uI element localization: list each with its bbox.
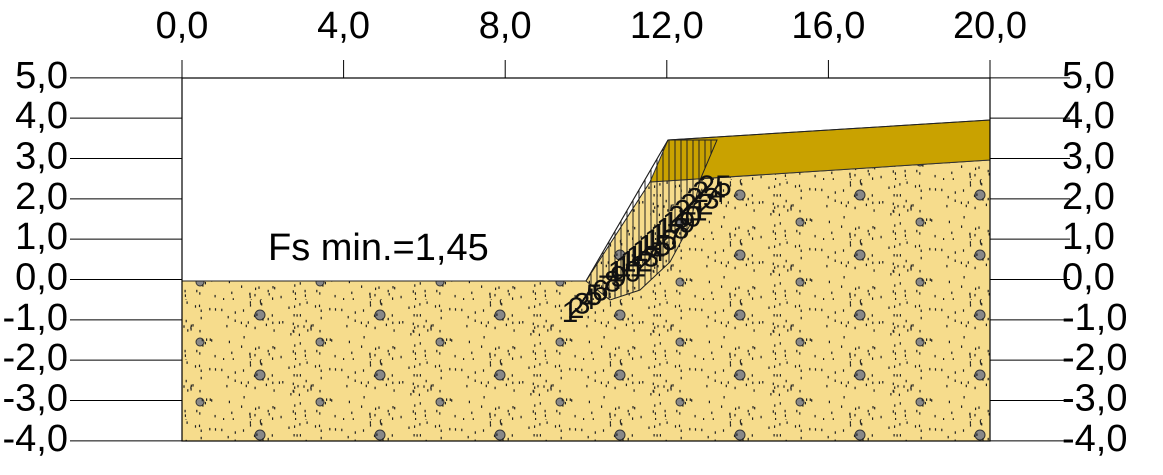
slice-label: 2 [568,292,585,325]
slice-label: 17 [650,218,683,251]
slice-label: 19 [662,207,695,240]
ground [181,119,991,442]
slice-label: 13 [626,240,659,273]
y-tick-label-right: -4,0 [1062,418,1127,460]
y-tick-label-right: 4,0 [1062,95,1115,137]
annotation: Fs min.=1,45 [268,227,489,269]
slice-label: 20 [668,201,701,234]
slice-label: 4 [580,283,597,316]
slice-label: 23 [686,182,719,215]
y-tick-label-right: -2,0 [1062,337,1127,379]
slice-labels: 2524232221201918171615141312111098765432… [562,170,732,329]
y-tick-label-right: 0,0 [1062,257,1115,299]
slice-label: 10 [608,256,641,289]
slice-label: 14 [632,235,665,268]
y-tick-label-left: -2,0 [3,337,68,379]
y-tick-label-left: 5,0 [15,55,68,97]
slice-label: 24 [692,176,725,209]
slice-label: 22 [680,188,713,221]
slice-label: 6 [592,274,609,307]
y-tick-label-left: 1,0 [15,216,68,258]
x-tick-label: 4,0 [317,5,370,47]
x-tick-label: 20,0 [953,5,1027,47]
y-tick-label-left: -1,0 [3,297,68,339]
y-tick-label-right: 3,0 [1062,136,1115,178]
slice-label: 18 [656,213,689,246]
y-tick-label-left: -4,0 [3,418,68,460]
y-tick-label-right: -3,0 [1062,378,1127,420]
y-tick-label-right: 1,0 [1062,216,1115,258]
y-tick-label-left: 3,0 [15,136,68,178]
slice-label: 9 [610,261,627,294]
y-tick-label-right: -1,0 [1062,297,1127,339]
x-tick-label: 12,0 [630,5,704,47]
slice-label: 15 [638,230,671,263]
x-tick-label: 8,0 [479,5,532,47]
slice-label: 16 [644,224,677,257]
x-tick-label: 16,0 [791,5,865,47]
slice-label: 5 [586,279,603,312]
slice-label: 25 [698,170,731,203]
y-tick-label-right: 2,0 [1062,176,1115,218]
slice-label: 3 [574,288,591,321]
slice-label: 21 [674,195,707,228]
slice-label: 12 [620,246,653,279]
y-tick-label-left: 0,0 [15,257,68,299]
axes: 0,0 4,0 8,0 12,0 16,0 20,05,0 5,04,0 4,03,0 3,02… [3,5,1128,460]
slice-label: 7 [598,270,615,303]
slice-label: 11 [615,251,646,284]
x-tick-label: 0,0 [156,5,209,47]
y-tick-label-right: 5,0 [1062,55,1115,97]
y-tick-label-left: 2,0 [15,176,68,218]
slice-label: 8 [604,265,621,298]
y-tick-label-left: -3,0 [3,378,68,420]
y-tick-label-left: 4,0 [15,95,68,137]
slice-label: 1 [562,296,579,329]
